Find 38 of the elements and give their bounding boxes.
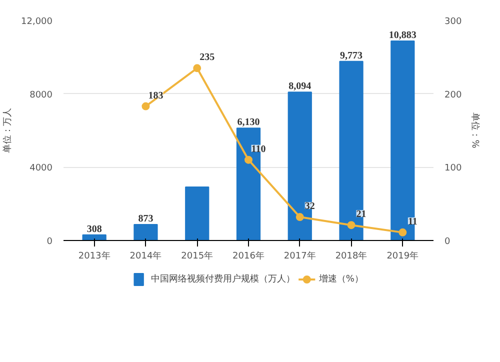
- y-tick-label: 4000: [30, 164, 53, 174]
- data-label: 235: [200, 52, 215, 64]
- point: [398, 228, 407, 236]
- point: [296, 213, 304, 222]
- point: [347, 221, 356, 230]
- data-label: 11: [408, 216, 418, 228]
- data-label: 8,094: [288, 81, 312, 92]
- x-tick-label: 2019年: [386, 250, 419, 262]
- data-label: 9,773: [340, 50, 363, 62]
- y2-tick-label: 200: [444, 90, 462, 100]
- y2-tick-label: 100: [444, 164, 462, 174]
- data-label: 873: [138, 213, 154, 224]
- legend-label: 中国网络视频付费用户规模（万人）: [150, 274, 295, 284]
- bar: [390, 40, 415, 240]
- x-tick-label: 2015年: [181, 250, 214, 262]
- x-tick-label: 2013年: [78, 250, 110, 262]
- y2-tick-label: 300: [444, 17, 462, 27]
- data-label: 21: [356, 209, 366, 220]
- bar: [134, 224, 158, 240]
- y-tick-label: 8000: [30, 90, 53, 100]
- x-tick-label: 2017年: [284, 250, 316, 262]
- point: [193, 64, 202, 72]
- y2-axis-title: 单位：%: [470, 112, 481, 149]
- y-axis-title: 单位：万人: [2, 108, 14, 153]
- legend-label: 增速（%）: [318, 274, 364, 284]
- data-label: 183: [148, 90, 164, 102]
- data-label: 10,883: [388, 30, 416, 41]
- y2-tick-label: 0: [444, 237, 450, 247]
- x-tick-label: 2018年: [335, 250, 368, 262]
- data-label: 6,130: [237, 117, 260, 128]
- x-tick-label: 2016年: [232, 250, 264, 262]
- bar: [185, 186, 210, 240]
- point: [142, 102, 150, 110]
- y-tick-label: 0: [46, 237, 53, 247]
- data-label: 308: [86, 224, 102, 235]
- point: [244, 156, 252, 164]
- x-tick-label: 2014年: [130, 250, 162, 262]
- y-tick-label: 12,000: [21, 17, 53, 27]
